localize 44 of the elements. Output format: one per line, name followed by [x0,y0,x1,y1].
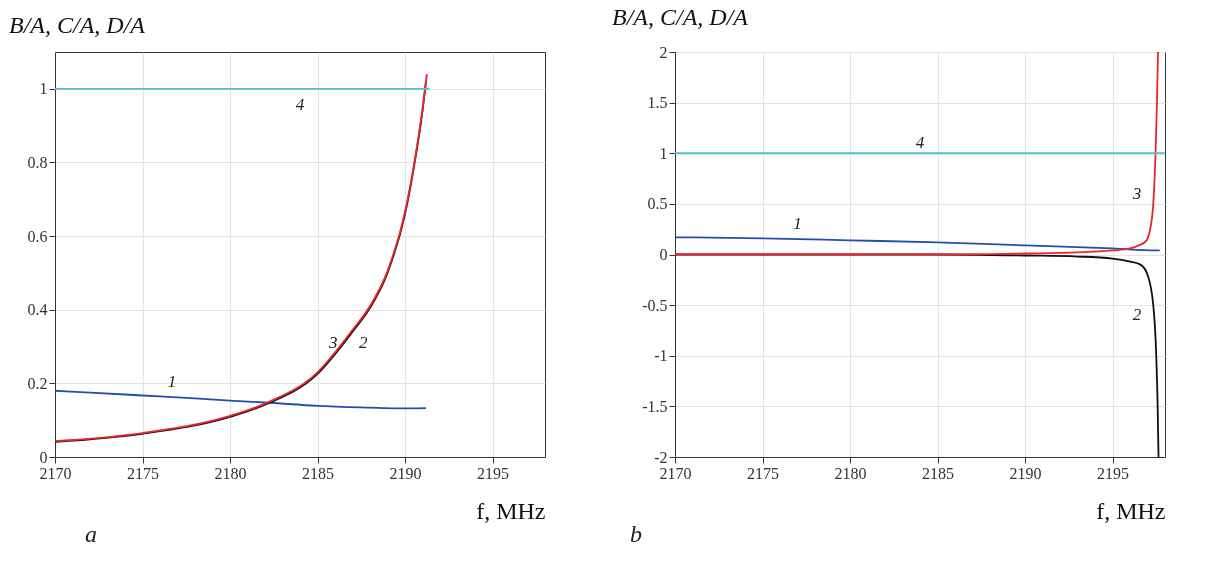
y-tick-label: 0 [659,246,668,263]
x-tick-label: 2175 [747,464,779,482]
series-label: 1 [793,214,802,234]
series-label: 4 [915,133,925,153]
series-label: 4 [295,95,305,115]
x-tick-label: 2185 [302,464,334,482]
series-label: 2 [358,332,368,352]
y-tick-label: 0.8 [27,153,48,171]
y-tick-label: 0.5 [647,195,668,213]
y-tick-label: 0.2 [27,374,48,392]
y-tick-label: -0.5 [642,296,668,314]
text: b [630,521,642,547]
x-tick-label: 2195 [477,464,509,482]
x-tick-label: 2185 [922,464,954,482]
line-series [675,52,1159,256]
y-tick-label: 0 [39,448,48,466]
y-tick-label: 1 [659,144,668,162]
series-label: 3 [1131,183,1142,203]
y-tick-label: 1.5 [647,94,668,112]
line-series [675,236,1161,252]
y-tick-label: 2 [659,43,668,61]
y-tick-label: -1 [654,347,668,365]
x-tick-label: 2175 [127,464,159,482]
x-tick-label: 2195 [1097,464,1129,482]
line-series [55,389,427,410]
x-tick-label: 2170 [659,464,692,482]
x-tick-label: 2170 [39,464,72,482]
y-axis-title: B/A, C/A, D/A [9,12,146,38]
y-tick-label: -2 [654,448,668,466]
x-tick-label: 2190 [389,464,422,482]
y-axis-title: B/A, C/A, D/A [612,4,749,30]
series-label: 3 [328,332,338,352]
y-tick-label: -1.5 [642,397,668,415]
y-tick-label: 1 [39,80,48,98]
x-axis-title: f, MHz [476,497,546,524]
series-label: 2 [1132,305,1142,325]
y-tick-label: 0.4 [27,301,48,319]
y-tick-label: 0.6 [27,227,48,245]
x-tick-label: 2190 [1009,464,1042,482]
x-tick-label: 2180 [214,464,247,482]
x-tick-label: 2180 [834,464,867,482]
x-axis-title: f, MHz [1096,497,1166,524]
series-label: 1 [167,371,177,391]
text: a [85,521,97,547]
